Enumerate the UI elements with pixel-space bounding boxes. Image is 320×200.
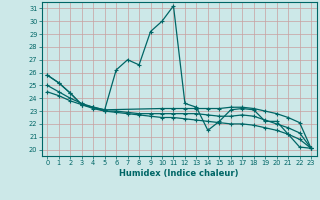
X-axis label: Humidex (Indice chaleur): Humidex (Indice chaleur) — [119, 169, 239, 178]
